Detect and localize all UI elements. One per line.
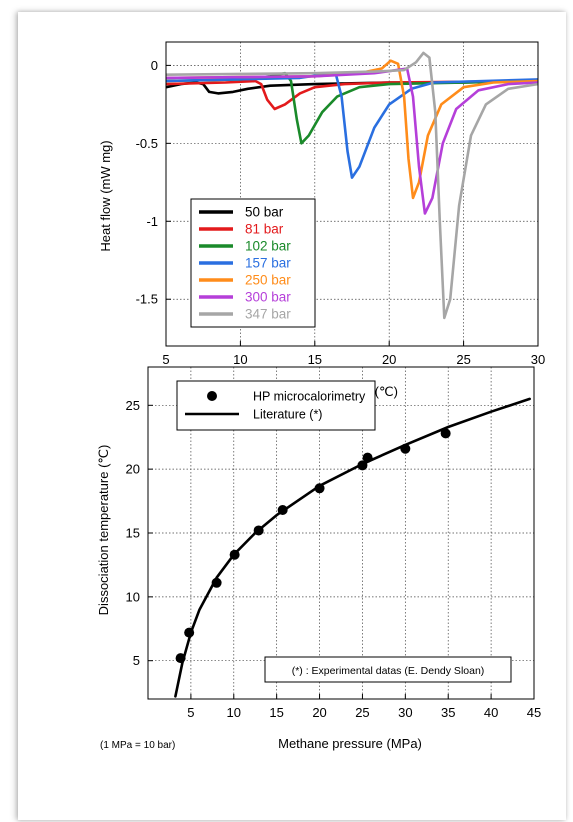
x-tick-label: 30 (398, 705, 412, 720)
y-tick-label: 15 (126, 526, 140, 541)
y-tick-label: 5 (133, 653, 140, 668)
x-tick-label: 30 (531, 352, 545, 367)
y-tick-label: 20 (126, 462, 140, 477)
data-point (440, 428, 451, 439)
legend-frame (176, 380, 376, 431)
legend-label: 102 bar (245, 239, 291, 254)
legend-label: 347 bar (245, 307, 291, 322)
chart1-y-axis-label: Heat flow (mW mg) (98, 140, 113, 251)
chart2-annotation-box (264, 656, 512, 683)
x-tick-label: 20 (312, 705, 326, 720)
x-tick-label: 5 (187, 705, 194, 720)
x-tick-label: 25 (355, 705, 369, 720)
series-line-1 (166, 79, 538, 111)
series-line-6 (166, 51, 538, 320)
chart2-series (174, 397, 531, 698)
x-tick-label: 15 (269, 705, 283, 720)
legend-label: 300 bar (245, 290, 291, 305)
x-tick-label: 15 (308, 352, 322, 367)
x-tick-label: 40 (484, 705, 498, 720)
chart1-series (166, 51, 538, 320)
y-tick-label: 25 (126, 398, 140, 413)
x-tick-label: 25 (456, 352, 470, 367)
series-line-1 (174, 397, 531, 698)
legend-label: 50 bar (245, 205, 284, 220)
chart2-y-ticks: 5 10 15 20 25 (126, 398, 153, 668)
chart2-x-ticks: 5 10 15 20 25 30 35 40 45 (187, 694, 541, 720)
x-tick-label: 10 (233, 352, 247, 367)
chart1-legend: 50 bar 81 bar 102 bar 157 bar 250 bar 300 bar… (190, 198, 316, 328)
x-tick-label: 20 (382, 352, 396, 367)
chart1-y-ticks: 0 -0.5 -1 -1.5 (136, 58, 171, 307)
unit-conversion-note: (1 MPa = 10 bar) (100, 740, 175, 751)
x-tick-label: 45 (527, 705, 541, 720)
legend-label: Literature (*) (253, 408, 322, 422)
legend-label: 81 bar (245, 222, 284, 237)
legend-marker (207, 391, 217, 401)
legend-label: HP microcalorimetry (253, 390, 366, 404)
legend-label: 250 bar (245, 273, 291, 288)
chart1-x-ticks: 5 10 15 20 25 30 (162, 341, 545, 367)
chart2-legend: HP microcalorimetry Literature (*) (176, 380, 376, 431)
y-tick-label: -0.5 (136, 136, 158, 151)
y-tick-label: -1.5 (136, 292, 158, 307)
x-tick-label: 5 (162, 352, 169, 367)
y-tick-label: 0 (151, 58, 158, 73)
chart2-y-axis-label: Dissociation temperature (℃) (96, 445, 111, 616)
chart2-annotation: (*) : Experimental datas (E. Dendy Sloan… (292, 665, 485, 677)
legend-label: 157 bar (245, 256, 291, 271)
x-tick-label: 10 (227, 705, 241, 720)
chart1-plot-frame (165, 41, 539, 347)
x-tick-label: 35 (441, 705, 455, 720)
y-tick-label: -1 (146, 214, 158, 229)
chart2-x-axis-label: Methane pressure (MPa) (278, 736, 422, 751)
y-tick-label: 10 (126, 589, 140, 604)
